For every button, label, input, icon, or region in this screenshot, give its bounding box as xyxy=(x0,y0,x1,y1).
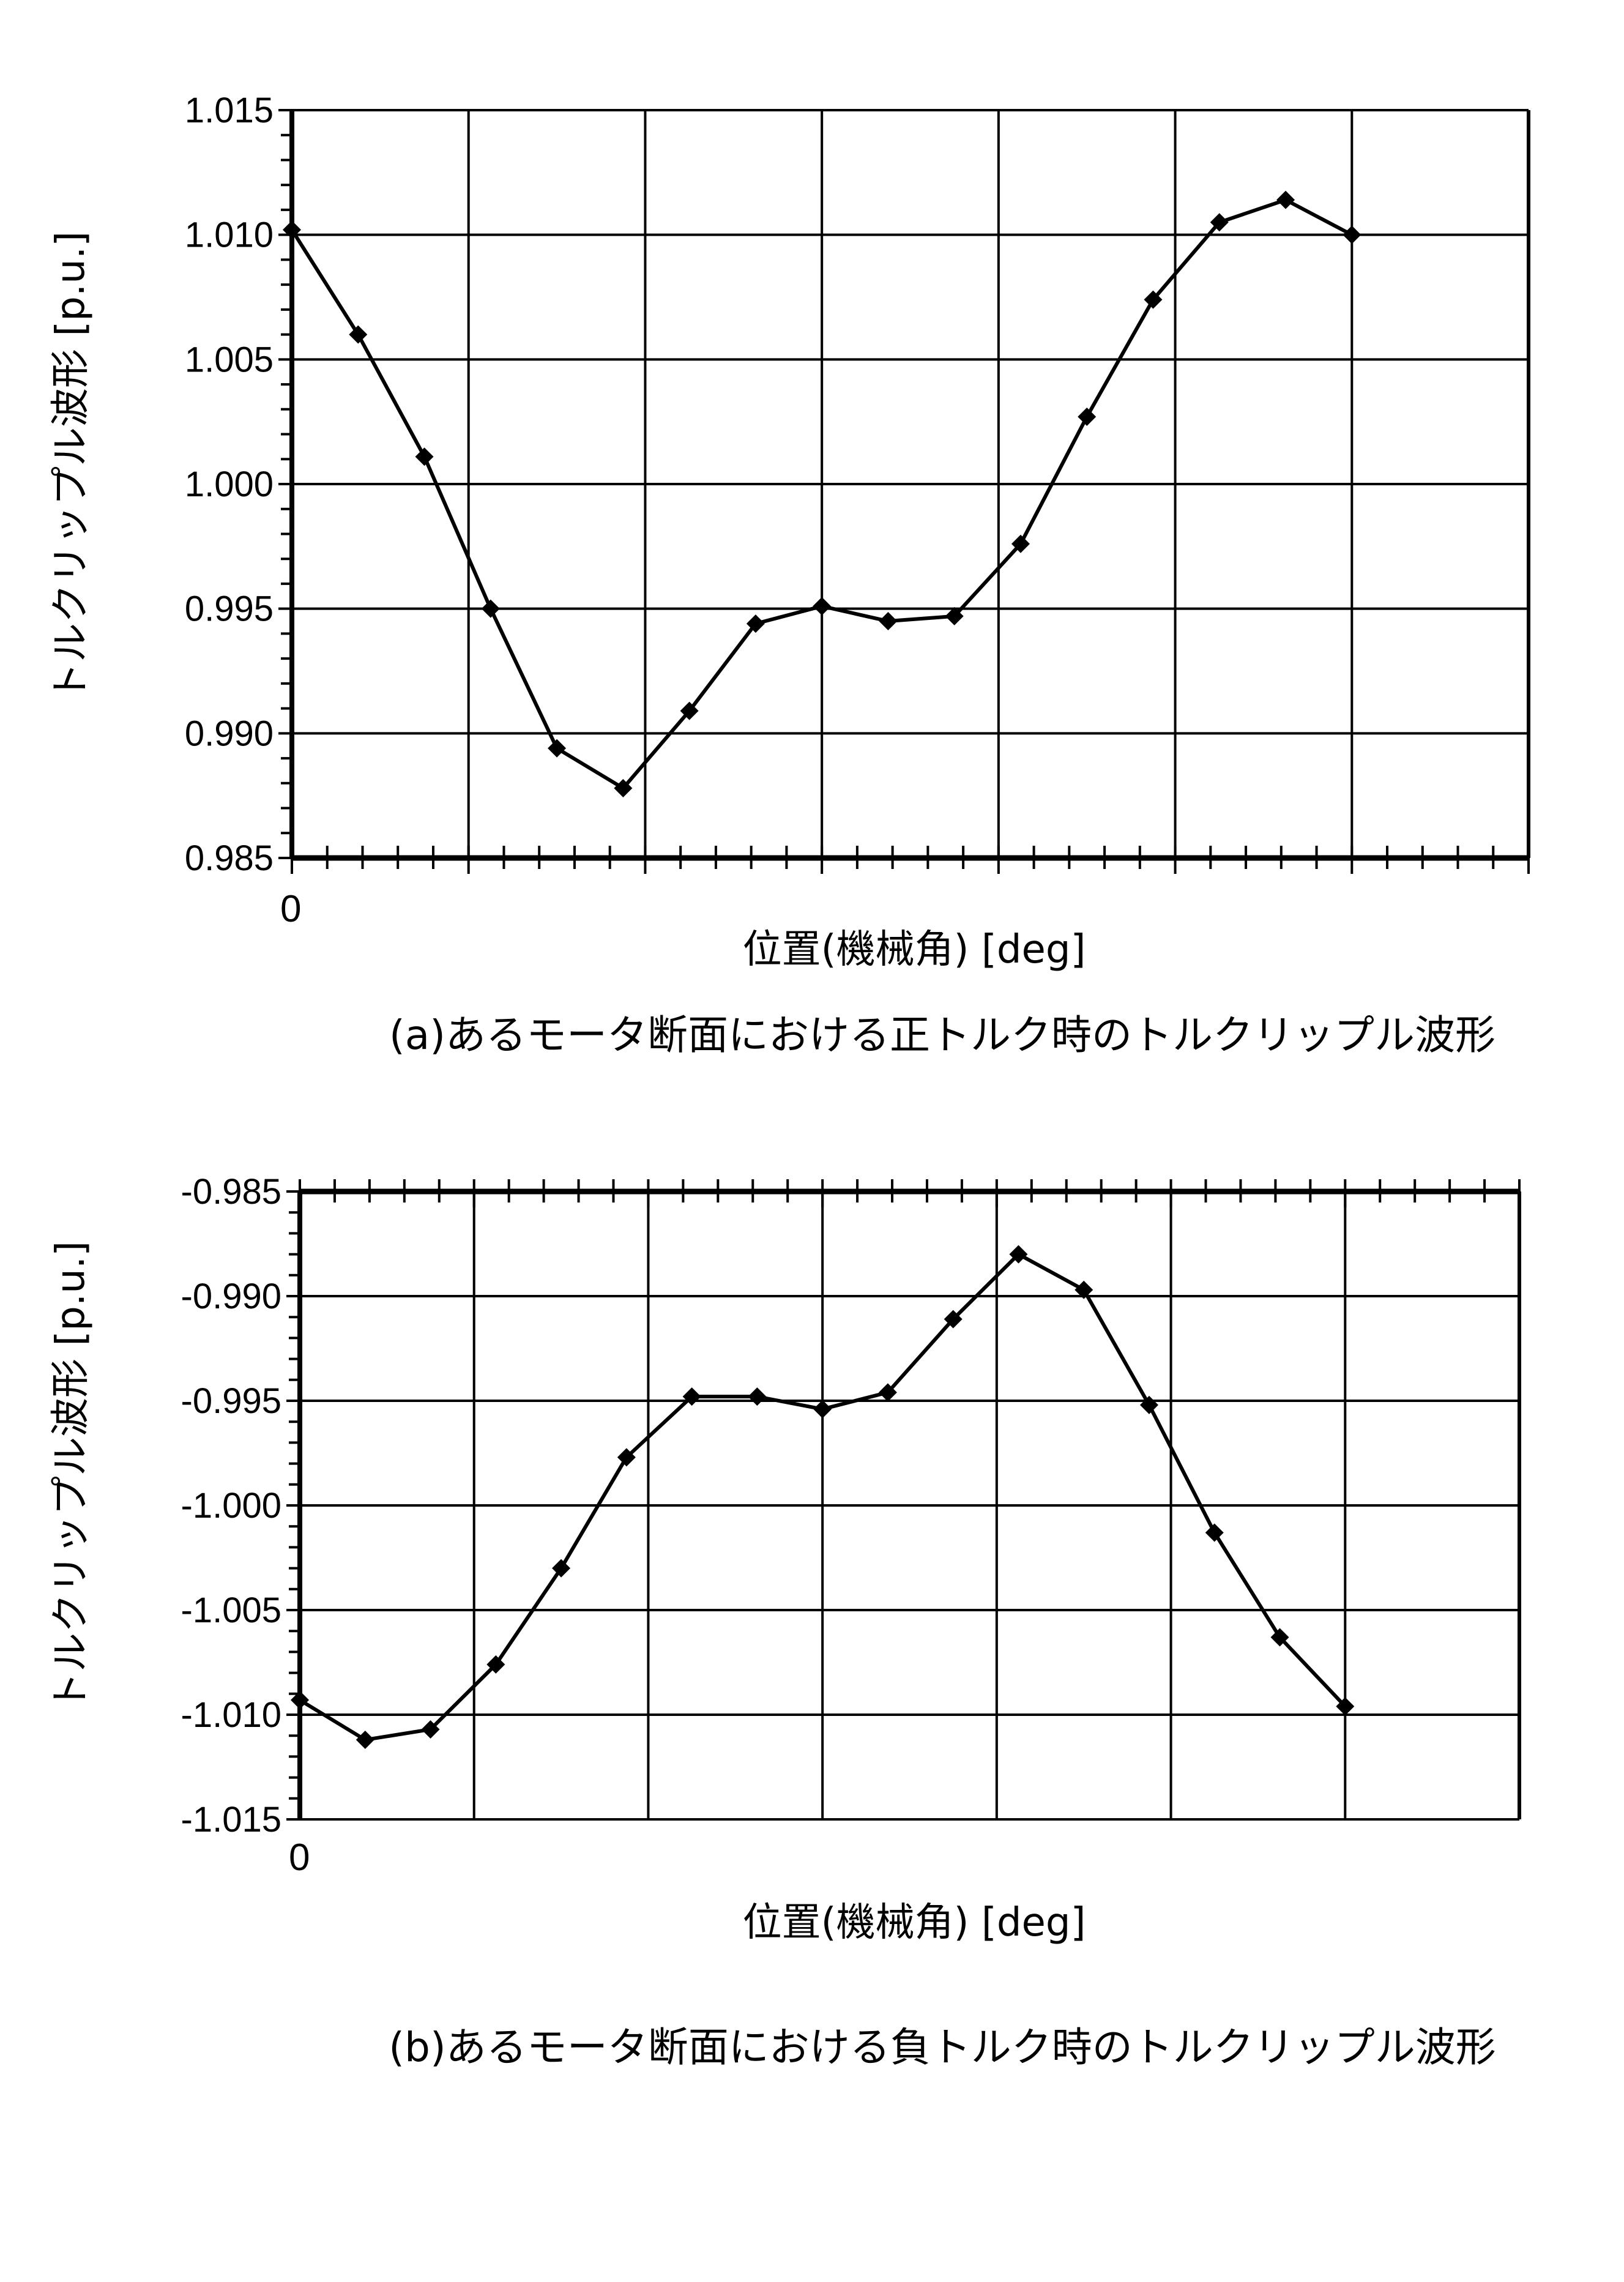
data-point-diamond xyxy=(486,1655,505,1674)
data-point-diamond xyxy=(944,1310,963,1329)
y-tick-label: 1.005 xyxy=(185,340,274,379)
data-point-diamond xyxy=(421,1720,440,1739)
y-tick-label: 0.990 xyxy=(185,714,274,753)
chart-b-caption: (b)あるモータ断面における負トルク時のトルクリップル波形 xyxy=(389,2024,1496,2071)
y-tick-label: -1.000 xyxy=(181,1486,281,1526)
data-point-diamond xyxy=(614,778,633,797)
data-point-diamond xyxy=(349,325,368,344)
chart-a-caption: (a)あるモータ断面における正トルク時のトルクリップル波形 xyxy=(389,1012,1495,1059)
data-point-diamond xyxy=(878,1383,897,1402)
chart-a-plot: 1.015 1.010 1.005 1.000 0.995 0.990 0.985 xyxy=(185,91,1530,878)
data-point-diamond xyxy=(548,739,567,758)
data-point-diamond xyxy=(1336,1697,1355,1716)
data-point-diamond xyxy=(1078,408,1097,427)
data-point-diamond xyxy=(283,220,301,239)
data-point-diamond xyxy=(552,1559,571,1578)
data-point-diamond xyxy=(682,1387,701,1406)
chart-a-x-axis-label: 位置(機械角) [deg] xyxy=(742,927,1086,972)
data-point-diamond xyxy=(291,1691,309,1710)
chart-a-grid xyxy=(278,109,1530,874)
y-tick-label: 1.015 xyxy=(185,91,274,130)
y-tick-label: -0.985 xyxy=(181,1172,281,1212)
data-point-diamond xyxy=(680,701,699,720)
data-point-diamond xyxy=(1011,534,1030,553)
y-tick-label: 1.000 xyxy=(185,464,274,504)
data-point-diamond xyxy=(1210,213,1229,232)
y-tick-label: -1.010 xyxy=(181,1695,281,1735)
data-point-diamond xyxy=(1276,190,1295,209)
y-tick-label: 1.010 xyxy=(185,215,274,255)
y-tick-label: -1.015 xyxy=(181,1800,281,1840)
chart-b-x-axis-label: 位置(機械角) [deg] xyxy=(742,1900,1086,1945)
data-point-diamond xyxy=(1139,1395,1158,1414)
y-tick-label: -0.990 xyxy=(181,1277,281,1316)
chart-a-x-origin-label: 0 xyxy=(280,888,302,930)
chart-b-x-origin-label: 0 xyxy=(289,1836,310,1879)
data-point-diamond xyxy=(617,1448,636,1467)
data-point-diamond xyxy=(813,597,832,616)
data-point-diamond xyxy=(879,612,898,631)
data-point-diamond xyxy=(481,599,500,618)
data-point-diamond xyxy=(1144,290,1163,309)
data-point-diamond xyxy=(945,606,964,625)
data-point-diamond xyxy=(1075,1280,1093,1299)
y-tick-label: -0.995 xyxy=(181,1381,281,1421)
data-point-diamond xyxy=(746,614,765,633)
data-point-diamond xyxy=(813,1400,832,1419)
data-point-diamond xyxy=(1205,1523,1224,1542)
y-tick-label: 0.985 xyxy=(185,838,274,878)
data-point-diamond xyxy=(1343,225,1361,244)
y-tick-label: -1.005 xyxy=(181,1590,281,1630)
data-point-diamond xyxy=(1009,1245,1028,1264)
data-point-diamond xyxy=(1270,1628,1289,1647)
y-tick-label: 0.995 xyxy=(185,589,274,629)
data-point-diamond xyxy=(356,1731,374,1750)
chart-b-grid xyxy=(286,1179,1521,1821)
data-point-diamond xyxy=(748,1387,767,1406)
data-point-diamond xyxy=(415,447,434,466)
chart-b-y-axis-label: トルクリップル波形 [p.u.] xyxy=(48,1240,94,1711)
